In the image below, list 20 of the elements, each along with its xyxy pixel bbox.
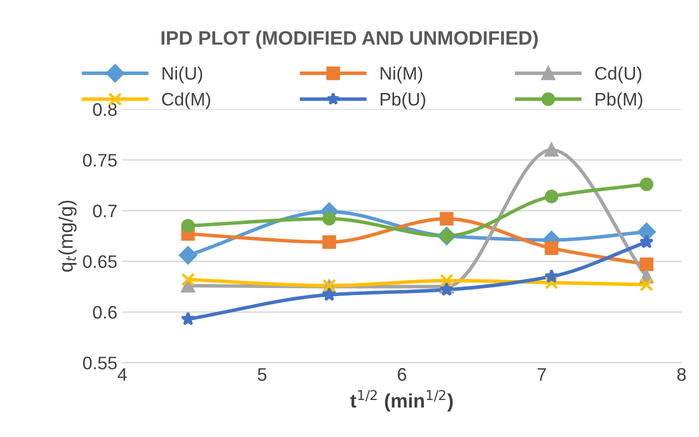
legend-label: Cd(U) bbox=[595, 66, 642, 84]
x-tick-label: 4 bbox=[118, 368, 127, 381]
legend-label: Pb(M) bbox=[596, 92, 642, 110]
legend-label: Cd(M) bbox=[162, 92, 210, 110]
x-tick-label: 6 bbox=[398, 368, 406, 381]
y-tick-label: 0.8 bbox=[93, 103, 117, 116]
y-tick-label: 0.7 bbox=[93, 204, 117, 218]
x-axis-title: t$^{1/2}$ (min$^{1/2}$) bbox=[350, 390, 453, 412]
legend-label: Ni(M) bbox=[380, 66, 422, 84]
x-tick-label: 8 bbox=[677, 368, 686, 381]
legend-label: Pb(U) bbox=[380, 92, 426, 110]
x-tick-label: 5 bbox=[258, 368, 266, 381]
y-tick-label: 0.6 bbox=[93, 306, 117, 319]
y-tick-label: 0.55 bbox=[83, 356, 117, 370]
y-tick-label: 0.75 bbox=[83, 154, 117, 167]
chart-title: IPD PLOT (MODIFIED AND UNMODIFIED) bbox=[162, 30, 538, 49]
x-tick-label: 7 bbox=[538, 368, 546, 381]
y-axis-title: q$_{t}$(mg/g) bbox=[58, 200, 77, 272]
legend-label: Ni(U) bbox=[162, 66, 202, 84]
y-tick-label: 0.65 bbox=[83, 255, 117, 268]
